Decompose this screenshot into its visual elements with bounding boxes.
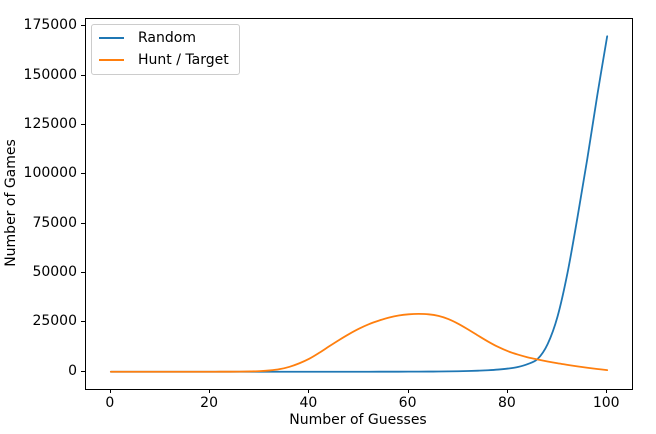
- x-tick-mark-60: [407, 389, 409, 393]
- legend-label-random: Random: [138, 30, 196, 46]
- legend-item-hunt-target: Hunt / Target: [99, 51, 229, 69]
- x-tick-mark-100: [606, 389, 608, 393]
- legend-line-sample-hunt-target: [99, 59, 124, 61]
- y-tick-mark-50000: [81, 272, 85, 274]
- x-axis-label: Number of Guesses: [289, 412, 427, 428]
- y-tick-mark-175000: [81, 25, 85, 27]
- x-tick-mark-0: [109, 389, 111, 393]
- y-tick-label-125000: 125000: [23, 116, 77, 133]
- y-axis-label: Number of Games: [3, 139, 19, 267]
- x-tick-label-40: 40: [299, 395, 318, 411]
- x-tick-label-60: 60: [398, 395, 417, 411]
- x-tick-label-100: 100: [592, 395, 620, 411]
- y-tick-mark-25000: [81, 321, 85, 323]
- y-tick-label-0: 0: [68, 362, 77, 379]
- legend: Random Hunt / Target: [91, 24, 240, 75]
- x-tick-label-80: 80: [497, 395, 516, 411]
- x-tick-mark-20: [209, 389, 211, 393]
- plot-canvas: [109, 35, 609, 373]
- x-tick-mark-40: [308, 389, 310, 393]
- series-line-random: [109, 35, 609, 373]
- y-tick-label-150000: 150000: [23, 66, 77, 83]
- y-tick-label-175000: 175000: [23, 17, 77, 34]
- y-tick-label-75000: 75000: [32, 214, 77, 231]
- legend-label-hunt-target: Hunt / Target: [138, 52, 229, 68]
- y-tick-label-25000: 25000: [32, 313, 77, 330]
- y-tick-mark-150000: [81, 74, 85, 76]
- x-tick-mark-80: [506, 389, 508, 393]
- y-tick-mark-100000: [81, 173, 85, 175]
- x-tick-label-0: 0: [105, 395, 115, 411]
- y-tick-mark-125000: [81, 124, 85, 126]
- legend-item-random: Random: [99, 29, 229, 47]
- y-tick-label-50000: 50000: [32, 264, 77, 281]
- x-tick-label-20: 20: [200, 395, 218, 411]
- y-tick-mark-0: [81, 370, 85, 372]
- series-line-hunt-target: [109, 313, 609, 373]
- legend-line-sample-random: [99, 37, 124, 39]
- y-tick-mark-75000: [81, 222, 85, 224]
- y-tick-label-100000: 100000: [23, 165, 77, 182]
- plot-area: Random Hunt / Target: [85, 18, 633, 390]
